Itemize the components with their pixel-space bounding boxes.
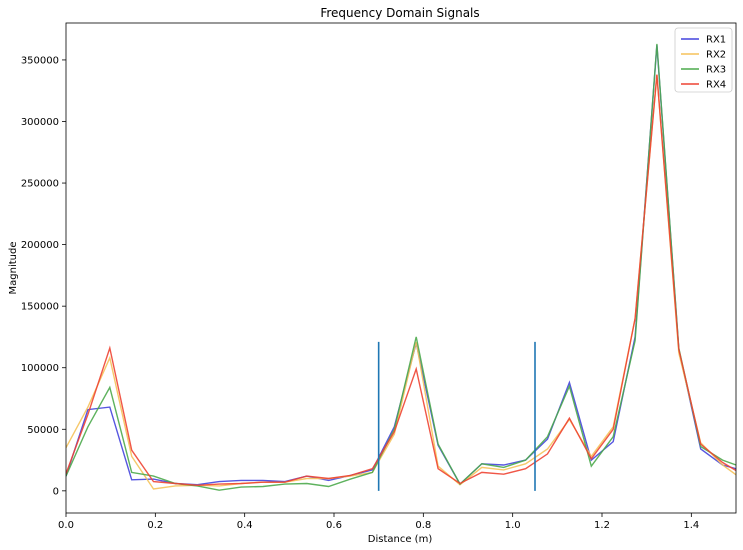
legend: RX1 RX2 RX3 RX4 (674, 27, 733, 93)
x-axis-title: Distance (m) (368, 534, 433, 545)
legend-label-rx4: RX4 (706, 80, 726, 91)
plot-area: 0.0 0.2 0.4 0.6 0.8 1.0 1.2 1.4 0 50000 100000 1500… (21, 22, 737, 531)
y-tick-label: 200000 (21, 240, 59, 251)
series-line-rx3 (66, 43, 736, 491)
x-tick-label: 0.0 (58, 520, 74, 531)
x-tick-label: 0.2 (147, 520, 163, 531)
chart-title: Frequency Domain Signals (320, 6, 479, 20)
x-tick-label: 0.6 (326, 520, 342, 531)
legend-label-rx3: RX3 (706, 65, 726, 76)
x-tick-label: 1.0 (505, 520, 521, 531)
series-lines (66, 43, 736, 491)
x-tick-label: 1.2 (594, 520, 610, 531)
series-line-rx4 (66, 74, 736, 487)
y-tick-label: 150000 (21, 302, 59, 313)
y-tick-label: 50000 (27, 425, 59, 436)
x-tick-label: 0.4 (237, 520, 253, 531)
y-tick-label: 0 (53, 486, 59, 497)
series-line-rx2 (66, 74, 736, 490)
x-tick-label: 0.8 (415, 520, 431, 531)
series-line-rx1 (66, 45, 736, 486)
legend-label-rx2: RX2 (706, 50, 726, 61)
y-axis-title: Magnitude (8, 242, 19, 295)
legend-label-rx1: RX1 (706, 35, 726, 46)
y-tick-label: 250000 (21, 179, 59, 190)
legend-box (674, 27, 733, 93)
y-tick-label: 300000 (21, 117, 59, 128)
y-tick-label: 100000 (21, 363, 59, 374)
y-tick-label: 350000 (21, 55, 59, 66)
plot-frame (65, 22, 737, 514)
x-tick-label: 1.4 (683, 520, 699, 531)
